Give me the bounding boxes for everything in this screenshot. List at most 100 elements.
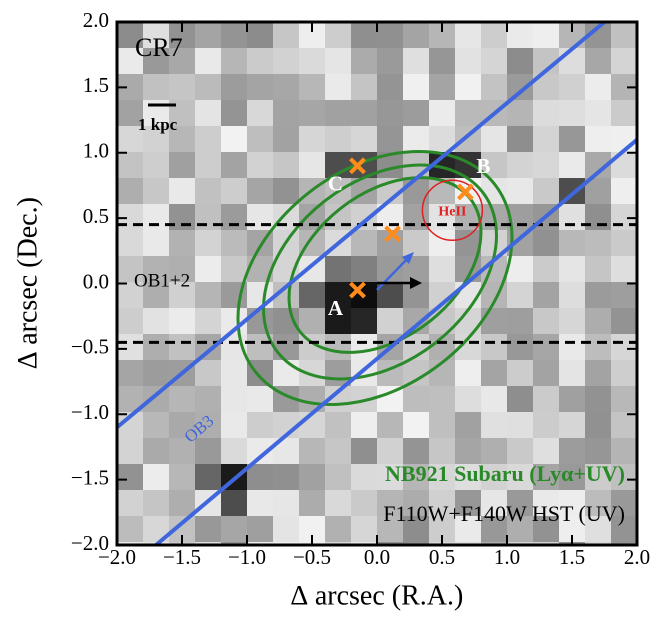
pixel: [611, 386, 637, 412]
pixel: [637, 230, 656, 256]
pixel: [169, 438, 195, 464]
pixel: [195, 126, 221, 152]
pixel: [195, 48, 221, 74]
pixel: [585, 490, 611, 516]
pixel: [247, 516, 273, 542]
pixel: [585, 360, 611, 386]
pixel: [637, 100, 656, 126]
pixel: [117, 22, 143, 48]
pixel: [637, 308, 656, 334]
pixel: [429, 490, 455, 516]
pixel: [533, 516, 559, 542]
pixel: [559, 48, 585, 74]
pixel: [403, 74, 429, 100]
pixel: [221, 386, 247, 412]
pixel: [637, 490, 656, 516]
pixel: [611, 100, 637, 126]
pixel: [585, 464, 611, 490]
pixel: [611, 126, 637, 152]
pixel: [325, 256, 351, 282]
y-tick-label: 0.0: [83, 269, 109, 293]
pixel: [351, 516, 377, 542]
pixel: [325, 464, 351, 490]
pixel: [403, 386, 429, 412]
pixel: [481, 74, 507, 100]
pixel: [481, 386, 507, 412]
arrow: [376, 255, 411, 291]
pixel: [195, 100, 221, 126]
pixel: [533, 282, 559, 308]
pixel: [507, 464, 533, 490]
pixel: [377, 22, 403, 48]
pixel: [143, 412, 169, 438]
pixel: [481, 126, 507, 152]
pixel: [143, 126, 169, 152]
pixel: [351, 126, 377, 152]
y-axis-label: ∆ arcsec (Dec.): [12, 197, 43, 369]
pixel: [455, 490, 481, 516]
pixel: [299, 48, 325, 74]
pixel: [611, 334, 637, 360]
y-tick-label: −1.0: [71, 400, 109, 424]
pixel: [325, 126, 351, 152]
pixel: [403, 438, 429, 464]
pixel: [455, 386, 481, 412]
pixel: [559, 126, 585, 152]
pixel: [403, 282, 429, 308]
pixel: [221, 438, 247, 464]
pixel: [247, 74, 273, 100]
pixel: [247, 126, 273, 152]
slit-line: [154, 138, 637, 545]
pixel: [325, 100, 351, 126]
pixel: [455, 22, 481, 48]
pixel: [325, 48, 351, 74]
pixel: [273, 152, 299, 178]
pixel: [585, 386, 611, 412]
pixel: [351, 334, 377, 360]
pixel: [637, 282, 656, 308]
image: [117, 22, 656, 545]
pixel: [299, 308, 325, 334]
pixel: [377, 464, 403, 490]
y-tick-label: −1.5: [71, 465, 109, 489]
pixel: [169, 386, 195, 412]
pixel: [247, 308, 273, 334]
pixel: [637, 386, 656, 412]
pixel: [117, 308, 143, 334]
overlays: [117, 22, 637, 545]
pixel: [507, 516, 533, 542]
pixel: [169, 282, 195, 308]
pixel: [481, 360, 507, 386]
pixel: [637, 178, 656, 204]
pixel: [455, 74, 481, 100]
pixel: [117, 438, 143, 464]
x-axis-label: ∆ arcsec (R.A.): [291, 580, 464, 611]
pixel: [507, 282, 533, 308]
pixel: [611, 230, 637, 256]
pixel: [507, 152, 533, 178]
pixel: [143, 256, 169, 282]
pixel: [195, 74, 221, 100]
pixel: [221, 100, 247, 126]
pixel: [273, 22, 299, 48]
point-label: B: [476, 154, 490, 178]
pixel: [507, 126, 533, 152]
pixel: [507, 386, 533, 412]
pixel: [507, 360, 533, 386]
pixel: [299, 412, 325, 438]
pixel: [533, 334, 559, 360]
pixel: [195, 334, 221, 360]
pixel: [221, 48, 247, 74]
arrow-head: [402, 252, 414, 264]
pixel: [247, 282, 273, 308]
pixel: [117, 464, 143, 490]
pixel: [325, 360, 351, 386]
pixel: [351, 490, 377, 516]
pixel: [247, 490, 273, 516]
pixel: [325, 74, 351, 100]
pixel: [117, 282, 143, 308]
pixel: [247, 412, 273, 438]
pixel: [611, 438, 637, 464]
pixel: [455, 100, 481, 126]
pixel: [143, 178, 169, 204]
